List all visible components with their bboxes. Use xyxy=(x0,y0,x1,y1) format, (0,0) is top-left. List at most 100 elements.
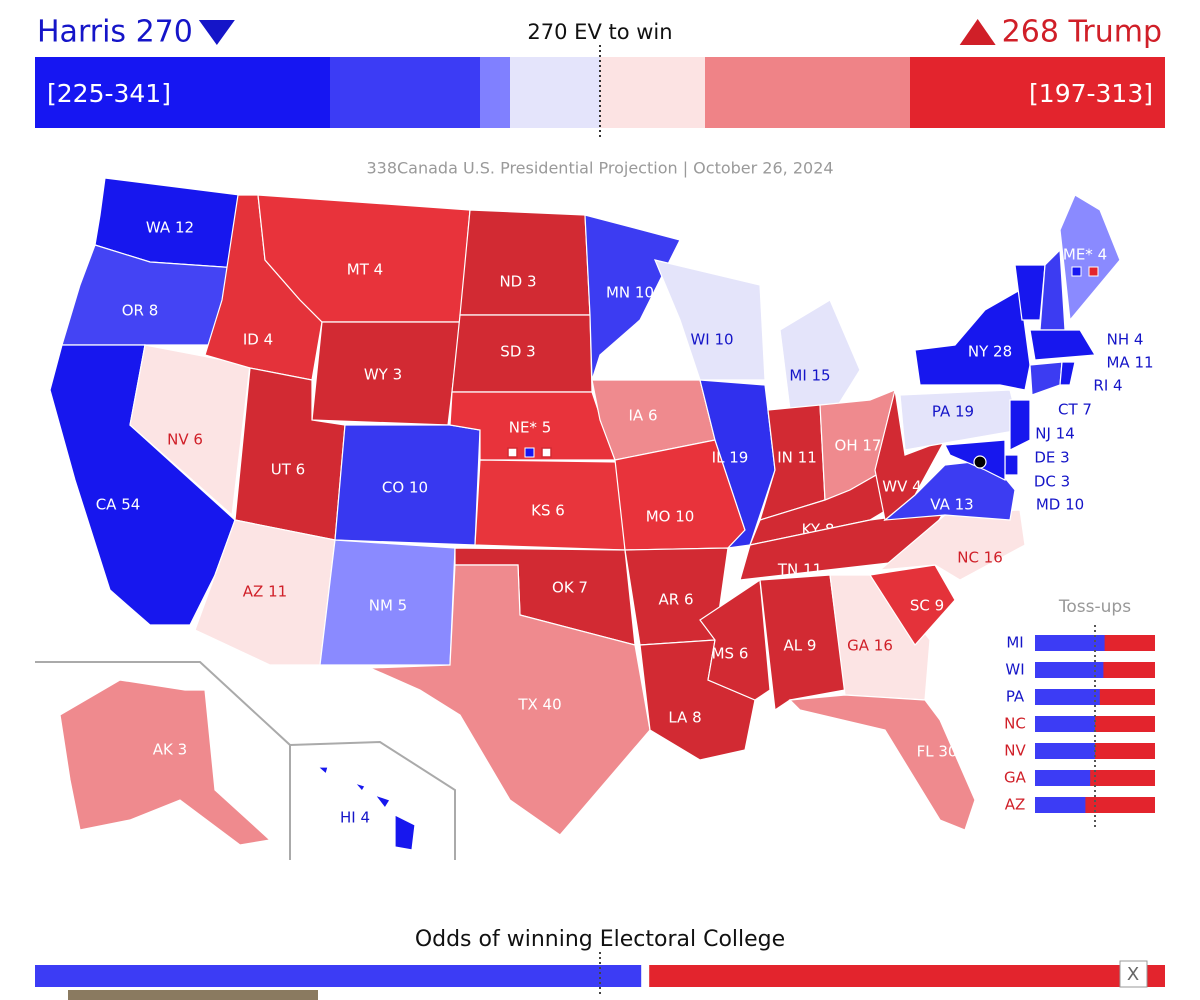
state-shape xyxy=(1014,264,1046,321)
state-label: DC 3 xyxy=(1034,473,1070,491)
tossup-state: PA xyxy=(1006,688,1025,706)
tossup-bar-harris xyxy=(1035,797,1086,813)
split-boxes xyxy=(507,266,1099,458)
state-label: MT 4 xyxy=(347,261,383,279)
odds-trump xyxy=(649,965,1165,987)
state-shape xyxy=(699,379,776,549)
state-label: DE 3 xyxy=(1034,449,1069,467)
state-label: VA 13 xyxy=(930,496,973,514)
state xyxy=(914,289,1031,391)
state-shape xyxy=(1039,248,1066,331)
state-label: NC 16 xyxy=(957,549,1003,567)
state-label: MS 6 xyxy=(712,645,749,663)
state xyxy=(759,574,846,712)
state-label: SC 9 xyxy=(910,597,944,615)
tossup-state: MI xyxy=(1006,634,1023,652)
state-label: KS 6 xyxy=(531,502,565,520)
state-shape xyxy=(914,289,1031,391)
state-label: NM 5 xyxy=(369,597,407,615)
state xyxy=(1059,361,1076,386)
state xyxy=(653,259,766,381)
state-shape xyxy=(1059,194,1121,322)
state xyxy=(1029,329,1097,361)
state-label: OH 17 xyxy=(835,437,882,455)
state-shape xyxy=(369,564,651,836)
state xyxy=(459,209,591,316)
state-label: MN 10 xyxy=(606,284,654,302)
map: WA 12 OR 8 CA 54 NV 6 ID 4 MT 4 WY 3 UT 6 AZ 11 C… xyxy=(49,177,1154,851)
state-label: TN 11 xyxy=(777,561,822,579)
harris-arrow xyxy=(198,20,235,45)
state-label: WA 12 xyxy=(146,219,194,237)
close-button[interactable]: X xyxy=(1127,964,1139,985)
inset-borders xyxy=(35,661,456,860)
state xyxy=(584,214,681,381)
state-label: WY 3 xyxy=(364,366,402,384)
state-label: GA 16 xyxy=(847,637,893,655)
odds: Odds of winning Electoral College xyxy=(35,927,1165,995)
state-shape xyxy=(394,814,416,851)
state-label: ID 4 xyxy=(243,331,273,349)
close-button-box[interactable] xyxy=(1119,960,1148,988)
harris-range: [225-341] xyxy=(47,79,171,108)
tossup-bar-harris xyxy=(1035,689,1100,705)
state xyxy=(316,766,416,851)
state-label: TX 40 xyxy=(517,696,561,714)
state-label: MO 10 xyxy=(646,508,695,526)
tossup-bar-harris xyxy=(1035,635,1105,651)
state xyxy=(1029,361,1063,396)
trump-arrow xyxy=(959,19,996,45)
state-label: ND 3 xyxy=(499,273,536,291)
state-label: ME* 4 xyxy=(1063,246,1107,264)
state-label: IN 11 xyxy=(777,449,817,467)
state-label: FL 30 xyxy=(917,743,958,761)
state-label: MD 10 xyxy=(1036,496,1084,514)
state-shape xyxy=(353,781,366,793)
state-shape xyxy=(779,299,861,411)
trump-total: 268 Trump xyxy=(1002,15,1162,50)
tossup-state: GA xyxy=(1004,769,1027,787)
state xyxy=(1004,454,1019,476)
odds-harris xyxy=(35,965,642,987)
tossup-bar-harris xyxy=(1035,770,1091,786)
state-label: WV 4 xyxy=(882,478,921,496)
state-label: MA 11 xyxy=(1106,354,1153,372)
state-label: NJ 14 xyxy=(1035,425,1075,443)
state-label: AL 9 xyxy=(784,637,817,655)
state-label: CT 7 xyxy=(1058,401,1092,419)
state xyxy=(1039,248,1066,331)
state-label: CO 10 xyxy=(382,479,428,497)
state xyxy=(369,564,651,836)
state-label: LA 8 xyxy=(668,709,701,727)
state-shape xyxy=(59,679,272,846)
state-shape xyxy=(653,259,766,381)
state-shape xyxy=(311,321,461,426)
tossup-bar-harris xyxy=(1035,662,1104,678)
state xyxy=(779,299,861,411)
state-label: IL 19 xyxy=(712,449,749,467)
state-label: VT 3 xyxy=(995,236,1029,254)
state xyxy=(699,379,776,549)
state-label: WI 10 xyxy=(690,331,733,349)
state-shape xyxy=(459,209,591,316)
tossups-title: Toss-ups xyxy=(1058,597,1131,617)
state-label: AZ 11 xyxy=(243,583,287,601)
state-shape xyxy=(1029,361,1063,396)
ev-bar xyxy=(35,45,1165,138)
state-label: MI 15 xyxy=(789,367,830,385)
state-shape xyxy=(334,424,481,546)
state-label: UT 6 xyxy=(271,461,305,479)
state-shape xyxy=(1029,329,1097,361)
state-label: IA 6 xyxy=(629,407,658,425)
threshold: 270 EV to win xyxy=(527,20,672,44)
dc-dot xyxy=(973,455,987,469)
state-label: PA 19 xyxy=(932,403,974,421)
state-label: NY 28 xyxy=(968,343,1012,361)
state-label: AK 3 xyxy=(153,741,187,759)
harris-total: Harris 270 xyxy=(37,15,193,50)
state-label: RI 4 xyxy=(1093,377,1122,395)
state-shape xyxy=(316,766,329,776)
tossup-state: NV xyxy=(1004,742,1026,760)
state-label: HI 4 xyxy=(340,809,370,827)
